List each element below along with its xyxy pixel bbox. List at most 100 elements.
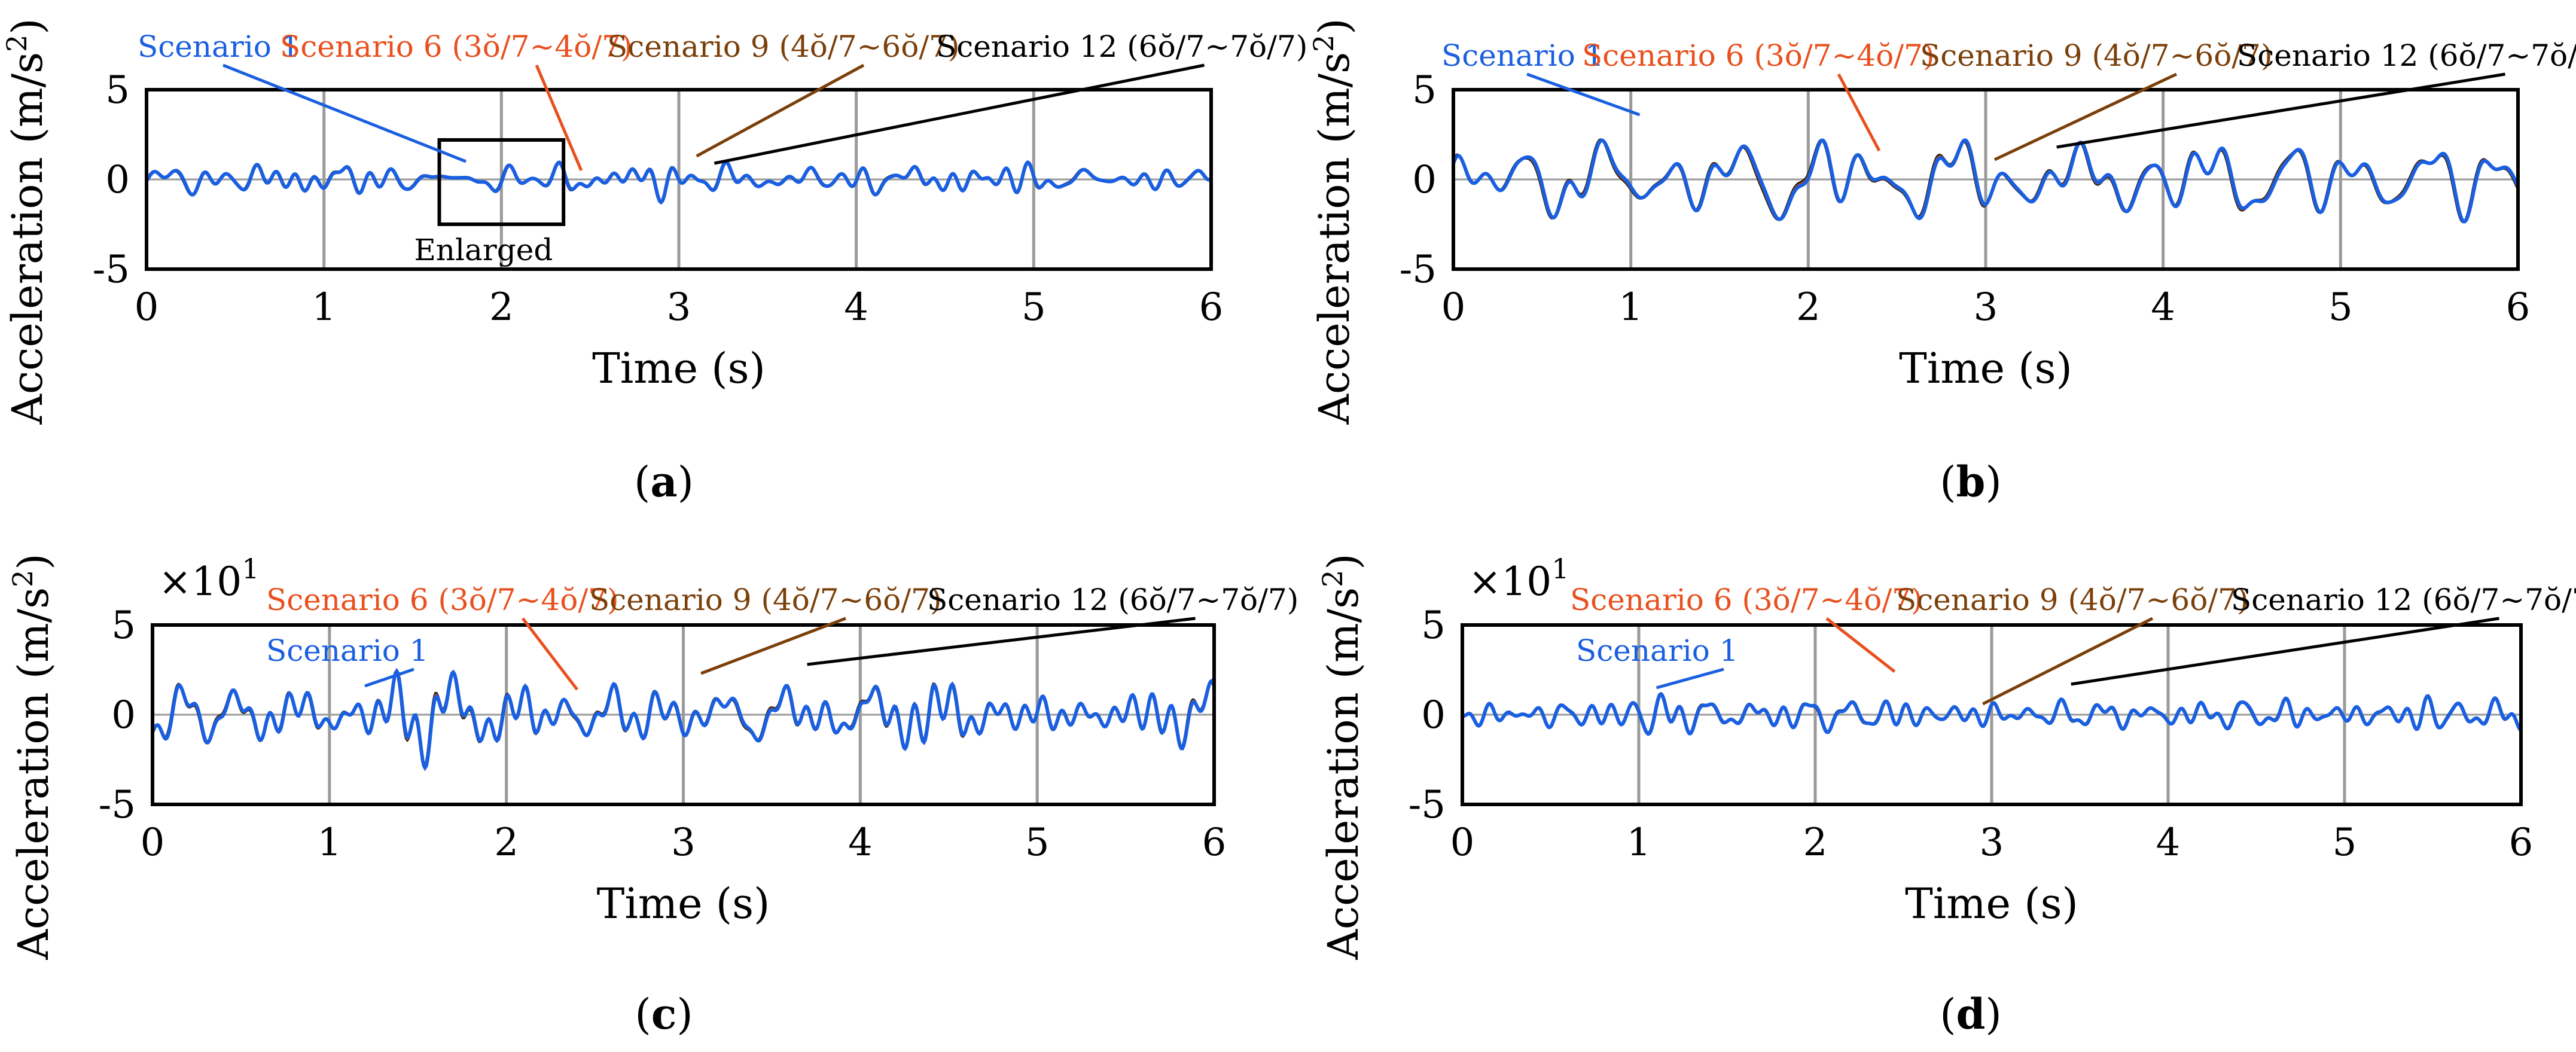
x-tick-label: 0 [141, 821, 165, 865]
annotation-leader [1993, 72, 2178, 161]
axes-box [145, 88, 1213, 271]
annotation-1: Scenario 6 (3ŏ/7~4ŏ/7) [1570, 583, 1923, 617]
x-tick-label: 4 [2156, 821, 2181, 865]
y-tick-label: -5 [99, 783, 136, 827]
y-tick-label: 0 [105, 158, 130, 202]
panel-caption: (c) [635, 989, 693, 1039]
caption-letter: b [1956, 457, 1986, 507]
annotation-0: Scenario 1 [1576, 633, 1739, 668]
y-axis-label-close: ) [1319, 553, 1368, 569]
annotation-leader [696, 63, 865, 158]
annotation-3: Scenario 12 (6ŏ/7~7ŏ/7) [936, 29, 1307, 64]
annotation-0: Scenario 1 [1441, 38, 1604, 73]
annotation-2: Scenario 9 (4ŏ/7~6ŏ/7) [607, 29, 960, 64]
annotation-1: Scenario 6 (3ŏ/7~4ŏ/7) [266, 583, 619, 617]
axis-multiplier-base: ×10 [158, 559, 242, 605]
axes-box [1461, 623, 2523, 806]
annotation-leader [2071, 617, 2499, 686]
y-axis-label-close: ) [9, 553, 58, 569]
annotation-leader [1656, 667, 1724, 690]
x-tick-label: 0 [1441, 285, 1466, 330]
caption-close: ) [678, 458, 694, 507]
x-tick-label: 0 [1450, 821, 1475, 865]
annotation-leader [535, 65, 583, 171]
y-axis-label-text: Acceleration (m/s [1319, 587, 1368, 960]
annotation-1: Scenario 6 (3ŏ/7~4ŏ/7) [1582, 38, 1935, 73]
y-axis-label-text: Acceleration (m/s [9, 587, 58, 960]
caption-letter: a [650, 457, 677, 507]
caption-close: ) [1985, 458, 2001, 507]
y-axis-label-close: ) [1310, 18, 1359, 34]
x-axis-label: Time (s) [1905, 879, 2078, 928]
caption-letter: c [651, 989, 677, 1039]
y-axis-label: Acceleration (m/s2) [1307, 18, 1359, 425]
x-tick-label: 5 [1022, 285, 1046, 330]
axes-box [151, 623, 1216, 806]
y-axis-label: Acceleration (m/s2) [1, 18, 52, 425]
x-tick-label: 3 [667, 285, 691, 330]
y-tick-label: -5 [1400, 248, 1437, 292]
x-tick-label: 4 [844, 285, 868, 330]
annotation-leader [807, 617, 1196, 666]
annotation-leader [2056, 72, 2505, 149]
y-axis-label: Acceleration (m/s2) [7, 553, 58, 960]
annotation-leader [364, 667, 414, 688]
annotation-2: Scenario 9 (4ŏ/7~6ŏ/7) [589, 583, 942, 617]
y-tick-label: 5 [105, 68, 130, 112]
x-tick-label: 4 [2151, 285, 2175, 330]
axis-multiplier-exp: 1 [242, 553, 259, 585]
y-axis-label-close: ) [3, 18, 52, 34]
x-tick-label: 0 [135, 285, 159, 330]
x-tick-label: 2 [494, 821, 519, 865]
annotation-leader [1526, 72, 1641, 117]
x-tick-label: 2 [1796, 285, 1821, 330]
caption-close: ) [1985, 990, 2001, 1039]
y-tick-label: -5 [93, 248, 130, 292]
x-tick-label: 4 [848, 821, 873, 865]
enlarged-label: Enlarged [414, 233, 553, 267]
annotation-3: Scenario 12 (6ŏ/7~7ŏ/7) [2231, 583, 2576, 617]
x-tick-label: 2 [1803, 821, 1828, 865]
x-tick-label: 1 [312, 285, 336, 330]
axis-multiplier-base: ×10 [1468, 559, 1551, 605]
annotation-3: Scenario 12 (6ŏ/7~7ŏ/7) [2237, 38, 2576, 73]
x-tick-label: 6 [2506, 285, 2531, 330]
annotation-1: Scenario 6 (3ŏ/7~4ŏ/7) [280, 29, 633, 64]
x-axis-label: Time (s) [592, 344, 766, 393]
x-tick-label: 5 [1025, 821, 1050, 865]
x-tick-label: 5 [2333, 821, 2357, 865]
annotation-3: Scenario 12 (6ŏ/7~7ŏ/7) [927, 583, 1298, 617]
y-tick-label: 5 [1412, 68, 1437, 112]
caption-letter: d [1956, 989, 1986, 1039]
panel-caption: (d) [1940, 989, 2002, 1039]
y-axis-label-sup: 2 [1, 35, 33, 52]
x-tick-label: 2 [489, 285, 514, 330]
annotation-0: Scenario 1 [138, 29, 300, 64]
x-tick-label: 1 [317, 821, 342, 865]
y-tick-label: 0 [1412, 158, 1437, 202]
annotation-leader [714, 63, 1205, 165]
series-line-1 [151, 667, 1216, 772]
y-tick-label: 5 [1421, 603, 1446, 648]
axes-box [1452, 88, 2520, 271]
x-tick-label: 1 [1627, 821, 1651, 865]
y-axis-label-text: Acceleration (m/s [3, 52, 52, 425]
annotation-leader [1837, 73, 1881, 152]
annotation-2: Scenario 9 (4ŏ/7~6ŏ/7) [1920, 38, 2273, 73]
panel-caption: (a) [634, 457, 694, 507]
x-tick-label: 6 [2509, 821, 2534, 865]
annotation-2: Scenario 9 (4ŏ/7~6ŏ/7) [1896, 583, 2249, 617]
caption-open: ( [1940, 458, 1956, 507]
y-tick-label: -5 [1409, 783, 1446, 827]
annotation-leader [222, 63, 467, 163]
caption-close: ) [676, 990, 693, 1039]
axis-multiplier-exp: 1 [1551, 553, 1569, 585]
y-axis-label-sup: 2 [1307, 35, 1340, 52]
caption-open: ( [1940, 990, 1956, 1039]
x-tick-label: 1 [1618, 285, 1643, 330]
x-tick-label: 6 [1202, 821, 1227, 865]
series-line-1 [1452, 138, 2520, 224]
